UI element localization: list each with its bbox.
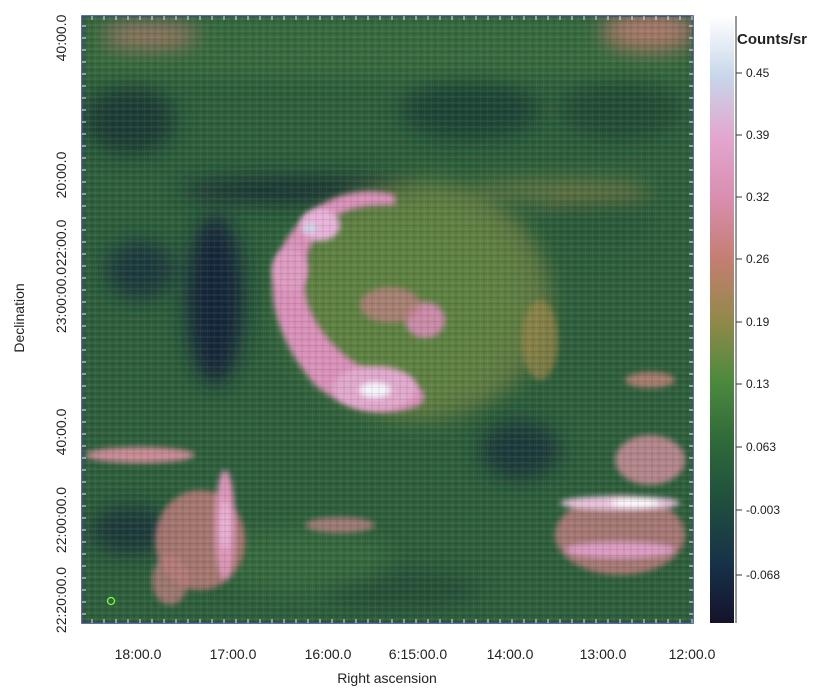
x-tick-label: 18:00.0 [115,646,162,662]
y-tick-label: 20:00.0 [53,151,69,198]
x-tick-labels: 18:00.0 17:00.0 16:00.0 6:15:00.0 14:00.0 13:… [115,646,716,662]
colorbar-tick-label: 0.063 [746,440,776,454]
plot-frame [81,15,694,624]
colorbar-tick-label: 0.32 [746,190,770,204]
colorbar-tick-label: 0.45 [746,66,770,80]
sky-image [82,16,693,623]
y-tick-label: 40:00.0 [53,408,69,455]
colorbar-tick-label: 0.26 [746,252,770,266]
x-tick-label: 13:00.0 [580,646,627,662]
colorbar: Counts/sr 0.45 0.39 0.32 0.26 0.19 0.13 0.063 -… [710,16,807,623]
beam-marker [106,596,116,606]
colorbar-tick-label: -0.003 [746,503,780,517]
x-axis-label: Right ascension [337,670,437,686]
colorbar-ticks: 0.45 0.39 0.32 0.26 0.19 0.13 0.063 -0.003 -0.06… [736,66,780,582]
y-axis-label: Declination [11,283,27,352]
colorbar-tick-label: 0.13 [746,377,770,391]
x-tick-label: 14:00.0 [487,646,534,662]
x-tick-label: 17:00.0 [210,646,257,662]
colorbar-tick-label: -0.068 [746,568,780,582]
scan-stripes-vertical [82,16,693,623]
y-tick-label: 22:00:00.0 [53,487,69,553]
colorbar-gradient-bar [710,16,734,623]
y-tick-label: 23:00:00.0 [53,267,69,333]
colorbar-label: Counts/sr [737,31,807,48]
colorbar-tick-label: 0.19 [746,315,770,329]
colorbar-tick-label: 0.39 [746,128,770,142]
x-tick-label: 6:15:00.0 [389,646,448,662]
y-tick-label: 22:00.0 [53,219,69,266]
y-tick-label: 40:00.0 [53,14,69,61]
x-tick-label: 12:00.0 [669,646,716,662]
y-tick-label: 22:20:00.0 [53,567,69,633]
frame-ticks [82,16,693,623]
x-tick-label: 16:00.0 [305,646,352,662]
y-tick-labels: 40:00.0 20:00.0 22:00.023:00:00.0 40:00.0 22… [53,14,69,633]
